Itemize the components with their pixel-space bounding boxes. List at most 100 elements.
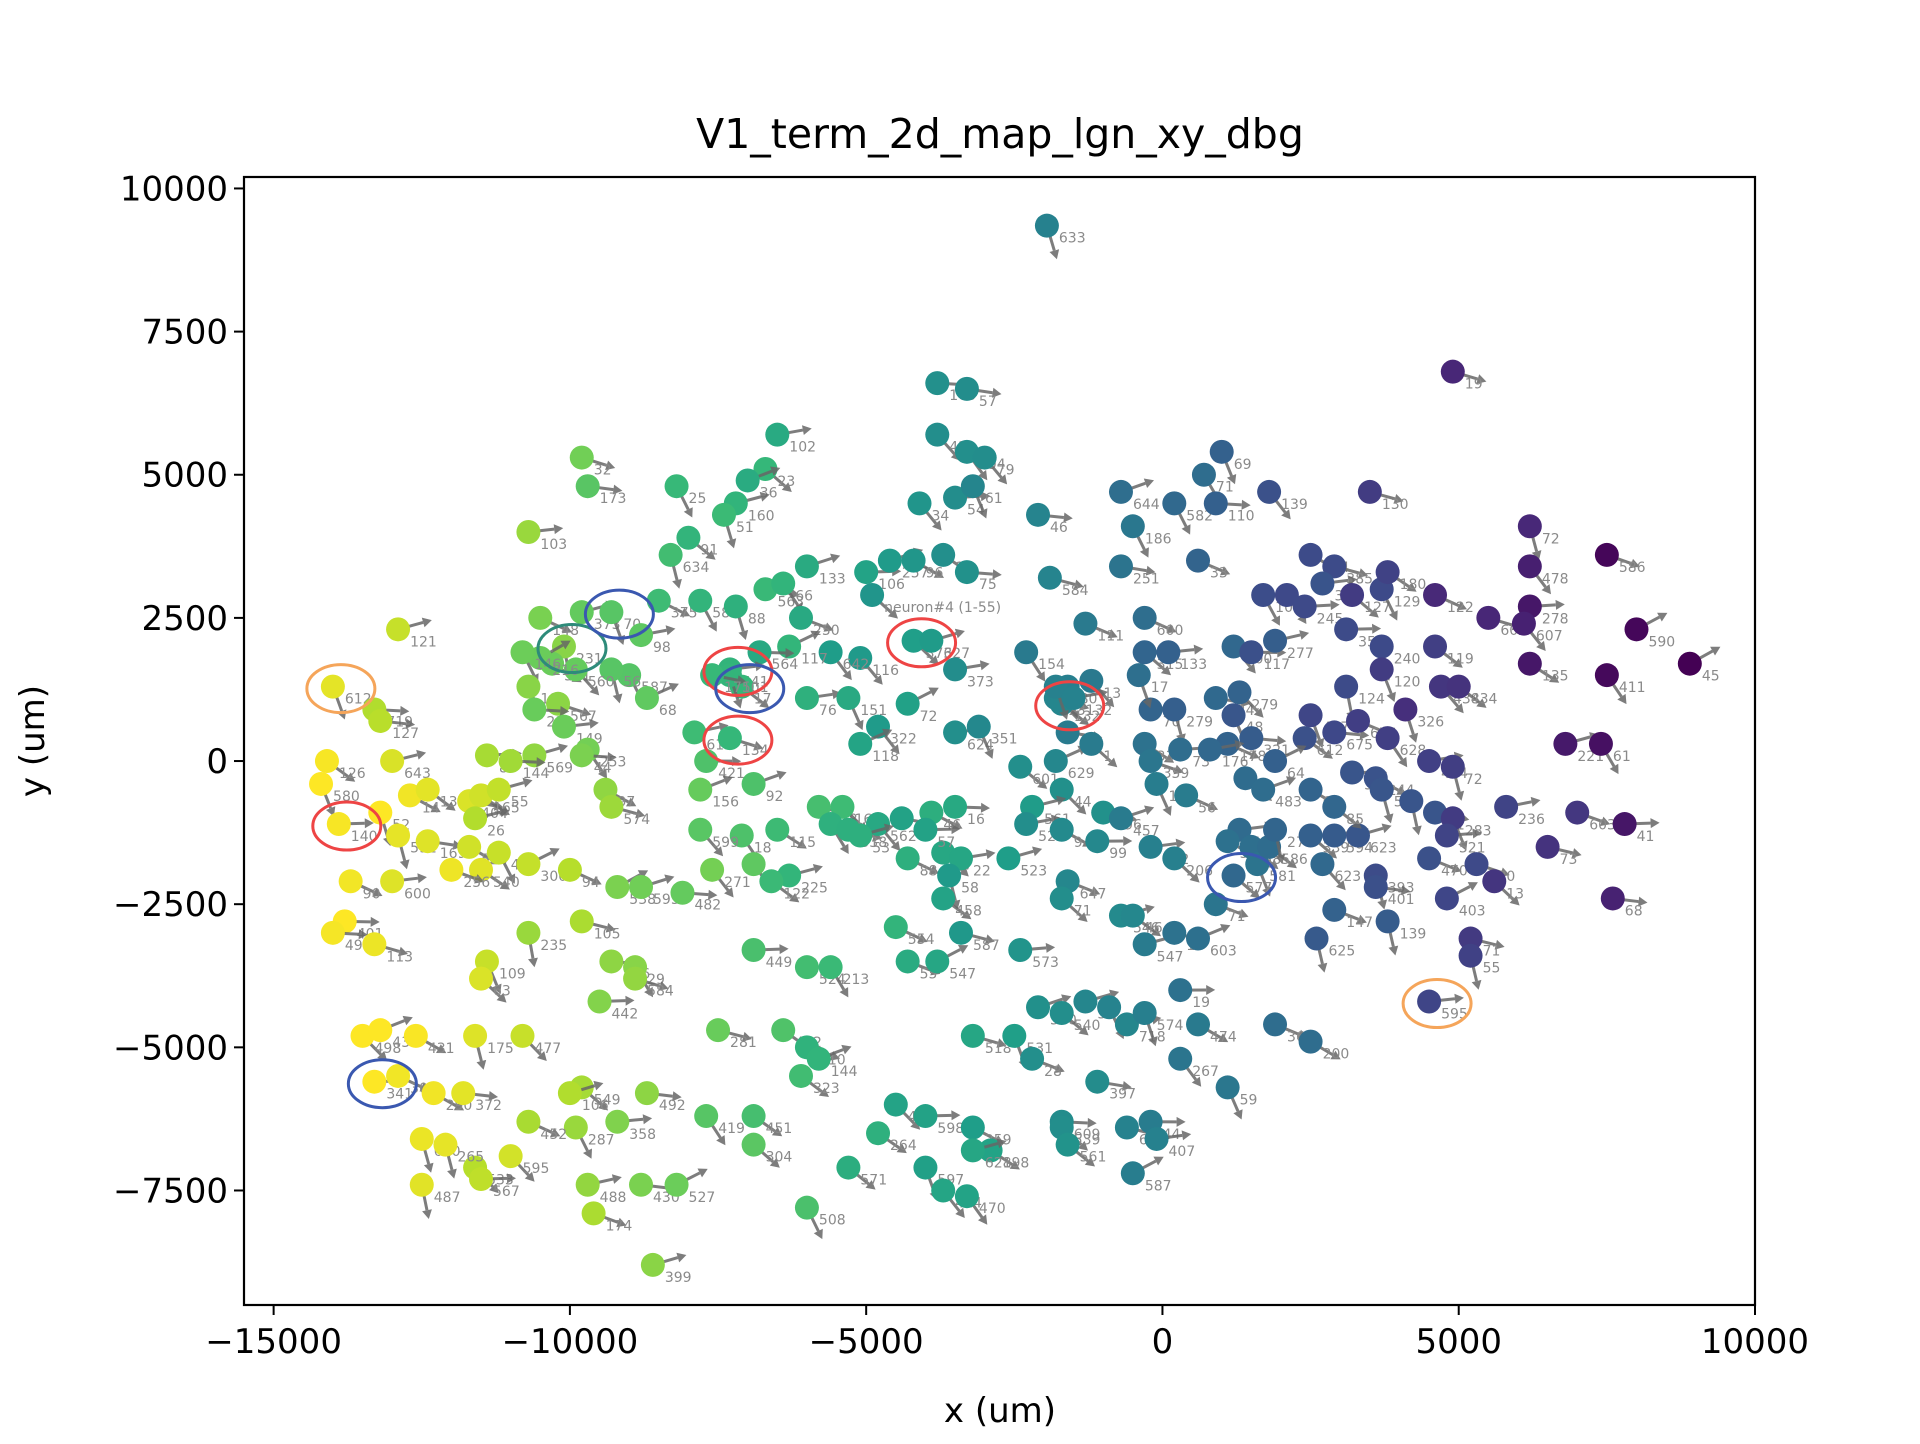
y-tick-label: 7500	[141, 313, 228, 353]
point-label: 69	[1234, 457, 1252, 473]
point-marker	[1109, 806, 1133, 830]
point-label: 304	[766, 1150, 793, 1166]
point-label: 71	[1074, 903, 1092, 919]
arrow-head	[643, 1114, 652, 1124]
data-point: 46	[1026, 503, 1073, 536]
point-marker	[736, 468, 760, 492]
point-marker	[1340, 760, 1364, 784]
data-point: 25	[665, 474, 707, 517]
point-marker	[416, 778, 440, 802]
point-marker	[516, 520, 540, 544]
point-marker	[552, 715, 576, 739]
point-marker	[955, 560, 979, 584]
point-label: 109	[499, 966, 526, 982]
point-marker	[309, 772, 333, 796]
point-marker	[1322, 823, 1346, 847]
point-label: 449	[766, 955, 793, 971]
point-label: 1	[1103, 749, 1112, 765]
point-marker	[1109, 554, 1133, 578]
point-marker	[1299, 543, 1323, 567]
point-label: 180	[1400, 577, 1427, 593]
point-marker	[339, 869, 363, 893]
point-marker	[973, 446, 997, 470]
point-marker	[487, 778, 511, 802]
data-point: 449	[742, 938, 793, 971]
point-marker	[1186, 1012, 1210, 1036]
point-marker	[1423, 635, 1447, 659]
point-marker	[1008, 938, 1032, 962]
point-marker	[688, 778, 712, 802]
point-marker	[1192, 463, 1216, 487]
point-marker	[1435, 886, 1459, 910]
point-marker	[368, 709, 392, 733]
point-marker	[860, 583, 884, 607]
point-marker	[1239, 640, 1263, 664]
point-marker	[795, 554, 819, 578]
point-marker	[688, 589, 712, 613]
point-marker	[961, 474, 985, 498]
point-label: 492	[659, 1098, 686, 1114]
data-point: 134	[718, 726, 769, 759]
point-label: 508	[819, 1213, 846, 1229]
data-point: 174	[582, 1201, 633, 1234]
point-label: 587	[973, 938, 1000, 954]
data-point: 474	[1186, 1012, 1237, 1045]
x-tick-label: −5000	[809, 1322, 924, 1362]
point-label: 419	[718, 1121, 745, 1137]
point-label: 120	[1394, 674, 1421, 690]
point-marker	[469, 967, 493, 991]
point-label: 9	[1074, 835, 1083, 851]
point-marker	[742, 938, 766, 962]
point-marker	[1062, 686, 1086, 710]
data-point: 111	[1073, 612, 1124, 645]
point-marker	[943, 720, 967, 744]
point-marker	[576, 1173, 600, 1197]
arrow-head	[1382, 824, 1392, 834]
point-label: 33	[1210, 566, 1228, 582]
point-marker	[1162, 921, 1186, 945]
point-label: 139	[1281, 497, 1308, 513]
point-label: 281	[730, 1035, 757, 1051]
point-label: 236	[1518, 812, 1545, 828]
point-label: 584	[647, 984, 674, 1000]
data-point: 492	[635, 1081, 686, 1114]
point-label: 26	[487, 823, 505, 839]
data-point: 419	[694, 1104, 745, 1145]
data-point: 72	[1518, 514, 1560, 560]
point-marker	[925, 423, 949, 447]
point-marker	[919, 629, 943, 653]
point-label: neuron#4 (1-55)	[884, 600, 1001, 616]
point-marker	[404, 1024, 428, 1048]
point-marker	[890, 806, 914, 830]
point-label: 623	[1370, 840, 1397, 856]
point-marker	[327, 812, 351, 836]
point-marker	[463, 806, 487, 830]
point-marker	[1465, 852, 1489, 876]
data-point: 411	[1595, 663, 1646, 704]
data-point: 57	[955, 377, 1002, 410]
point-marker	[1186, 927, 1210, 951]
data-point: 59	[1216, 1075, 1258, 1119]
point-marker	[1162, 698, 1186, 722]
data-point: 326	[1393, 698, 1444, 743]
point-label: 278	[1542, 611, 1569, 627]
data-point: 121	[386, 617, 437, 650]
point-marker	[1121, 1161, 1145, 1185]
point-label: 451	[766, 1121, 793, 1137]
point-marker	[742, 852, 766, 876]
data-point: 73	[1536, 835, 1582, 868]
point-marker	[742, 1104, 766, 1128]
point-marker	[1263, 629, 1287, 653]
point-label: 68	[659, 703, 677, 719]
data-point: 267	[1168, 1047, 1219, 1087]
point-marker	[706, 1018, 730, 1042]
point-label: 88	[920, 863, 938, 879]
point-marker	[836, 1156, 860, 1180]
point-label: 603	[1589, 818, 1616, 834]
arrow-head	[528, 958, 538, 968]
point-marker	[1210, 440, 1234, 464]
point-marker	[516, 1110, 540, 1134]
point-marker	[1168, 738, 1192, 762]
point-label: 250	[813, 623, 840, 639]
point-label: 397	[1109, 1087, 1136, 1103]
